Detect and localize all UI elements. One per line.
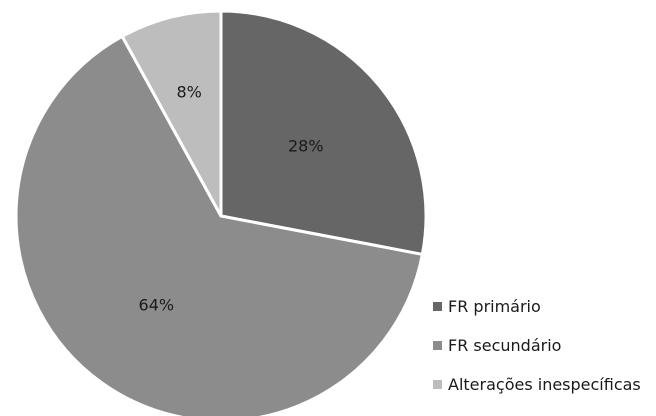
pie-slice-fr-primario [219,9,428,256]
legend-swatch-alteracoes-inespecificas [433,380,442,389]
legend-item-fr-secundario: FR secundário [433,332,641,359]
legend-swatch-fr-primario [433,302,442,311]
pie-slices [14,9,428,416]
data-label-fr-secundario: 64% [139,295,175,314]
legend-label-alteracoes-inespecificas: Alterações inespecíficas [448,375,641,394]
legend: FR primário FR secundário Alterações ine… [433,293,641,410]
pie-slice-fr-secundario [14,34,424,416]
legend-label-fr-primario: FR primário [448,297,541,316]
legend-item-alteracoes-inespecificas: Alterações inespecíficas [433,371,641,398]
pie-data-labels: 28% 64% 8% [139,83,324,315]
data-label-alteracoes-inespecificas: 8% [176,83,201,102]
pie-slice-alteracoes-inespecificas [120,9,223,218]
legend-item-fr-primario: FR primário [433,293,641,320]
data-label-fr-primario: 28% [288,136,324,155]
legend-label-fr-secundario: FR secundário [448,336,562,355]
legend-swatch-fr-secundario [433,341,442,350]
